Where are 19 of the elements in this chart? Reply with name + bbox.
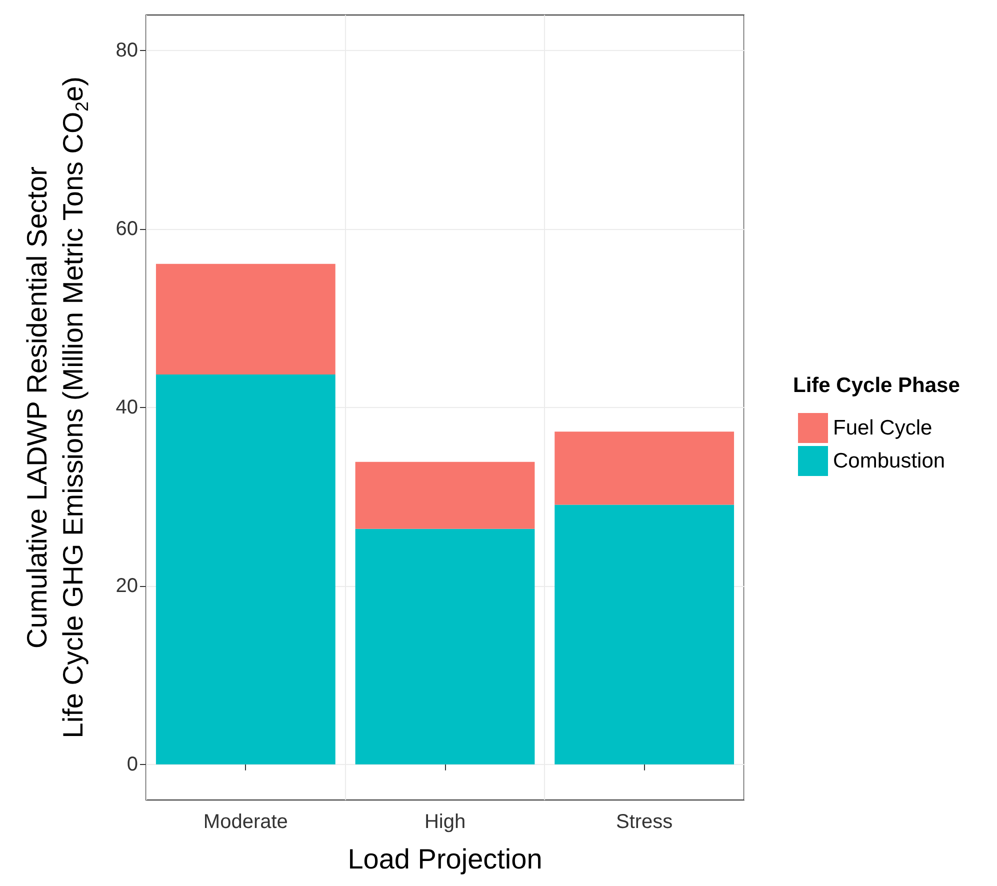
legend-label: Combustion [833,450,946,472]
bar [156,264,336,374]
bar [355,528,535,764]
bar [156,374,336,764]
x-tick-label: Stress [616,811,673,833]
bar [554,504,734,764]
y-tick-label: 0 [126,753,138,776]
x-axis-title: Load Projection [348,844,542,874]
legend-label: Fuel Cycle [833,416,932,440]
y-tick-label: 40 [116,396,138,418]
bar [554,432,734,505]
bar [355,462,535,529]
y-tick-label: 80 [116,40,138,62]
x-tick-label: High [424,811,466,833]
y-axis-title: Cumulative LADWP Residential Sector Life Cycle GHG Emissions (Million Metric Tons CO2e) [22,76,92,738]
y-tick-label: 60 [116,218,138,240]
legend-title: Life Cycle Phase [793,374,960,397]
x-tick-label: Moderate [203,811,288,833]
y-tick-label: 20 [116,574,138,597]
